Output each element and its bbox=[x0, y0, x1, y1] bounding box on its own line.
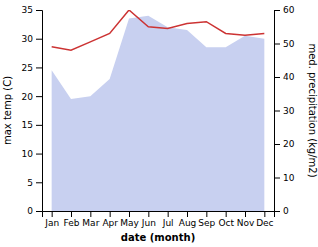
tick-mark bbox=[274, 211, 280, 212]
tick: Oct bbox=[218, 211, 234, 228]
tick-label: Dec bbox=[256, 218, 273, 228]
tick: Mar bbox=[82, 211, 99, 228]
tick-mark bbox=[36, 96, 42, 97]
axis-line bbox=[36, 11, 43, 212]
tick-label: 20 bbox=[22, 92, 34, 102]
tick-mark bbox=[274, 77, 280, 78]
tick: 30 bbox=[274, 106, 295, 116]
tick-mark bbox=[36, 125, 42, 126]
tick-mark bbox=[274, 44, 280, 45]
axis-line bbox=[275, 11, 281, 212]
tick: Jun bbox=[141, 211, 156, 228]
tick: 5 bbox=[27, 178, 42, 188]
tick-label: 10 bbox=[22, 149, 34, 159]
tick: 35 bbox=[22, 5, 42, 15]
plot-area: Jan FebMarAprMayJun Jul AugSepOctNovDec 0 5 10… bbox=[22, 5, 295, 228]
tick-label: Aug bbox=[179, 218, 197, 228]
y-axis: 0 5 10 15 20 25 30 35 bbox=[22, 5, 43, 216]
y2-axis-title: med. precipitation (kg/m2) bbox=[307, 43, 318, 177]
y-axis-title: max temp (C) bbox=[2, 76, 13, 145]
tick-label: 30 bbox=[22, 34, 34, 44]
tick-mark bbox=[52, 211, 53, 217]
tick-mark bbox=[36, 154, 42, 155]
tick-mark bbox=[148, 211, 149, 217]
tick: Feb bbox=[64, 211, 80, 228]
tick-mark bbox=[264, 211, 265, 217]
tick-mark bbox=[274, 111, 280, 112]
tick-label: 30 bbox=[283, 106, 295, 116]
x-axis-title: date (month) bbox=[121, 232, 195, 243]
x-axis: Jan FebMarAprMayJun Jul AugSepOctNovDec bbox=[43, 211, 275, 228]
tick: Dec bbox=[256, 211, 273, 228]
tick-mark bbox=[274, 10, 280, 11]
tick-mark bbox=[274, 144, 280, 145]
tick-label: 50 bbox=[283, 39, 295, 49]
tick: May bbox=[120, 211, 139, 228]
tick-label: Nov bbox=[237, 218, 255, 228]
tick-label: 40 bbox=[283, 72, 295, 82]
tick: 60 bbox=[274, 5, 295, 15]
tick-mark bbox=[168, 211, 169, 217]
tick: 20 bbox=[22, 92, 42, 102]
tick-label: Oct bbox=[218, 218, 234, 228]
tick-label: 0 bbox=[283, 206, 289, 216]
tick-label: Jan bbox=[44, 218, 59, 228]
tick: Jul bbox=[162, 211, 174, 228]
tick-label: Jun bbox=[141, 218, 156, 228]
tick: 20 bbox=[274, 139, 295, 149]
tick: Apr bbox=[102, 211, 118, 228]
tick-mark bbox=[36, 10, 42, 11]
tick-mark bbox=[71, 211, 72, 217]
tick: 25 bbox=[22, 63, 42, 73]
tick: 50 bbox=[274, 39, 295, 49]
tick-label: Apr bbox=[102, 218, 118, 228]
tick-mark bbox=[90, 211, 91, 217]
tick-label: 15 bbox=[22, 120, 33, 130]
tick-label: 25 bbox=[22, 63, 33, 73]
tick: Aug bbox=[179, 211, 197, 228]
tick-mark bbox=[110, 211, 111, 217]
chart: Jan FebMarAprMayJun Jul AugSepOctNovDec 0 5 10… bbox=[0, 0, 318, 247]
tick-label: Jul bbox=[162, 218, 174, 228]
tick-mark bbox=[274, 178, 280, 179]
tick-label: Feb bbox=[64, 218, 80, 228]
y2-axis: 0 10 20 30 40 50 60 bbox=[274, 5, 295, 216]
tick: 0 bbox=[27, 206, 42, 216]
tick: 10 bbox=[274, 173, 295, 183]
tick: Jan bbox=[44, 211, 59, 228]
tick: 30 bbox=[22, 34, 42, 44]
tick-label: May bbox=[120, 218, 139, 228]
precipitation-line bbox=[52, 10, 265, 50]
tick-mark bbox=[129, 211, 130, 217]
tick-label: 0 bbox=[27, 206, 33, 216]
tick-label: 5 bbox=[27, 178, 33, 188]
tick-label: 10 bbox=[283, 173, 295, 183]
tick-mark bbox=[36, 211, 42, 212]
axis-line bbox=[43, 212, 275, 218]
tick: 10 bbox=[22, 149, 42, 159]
marks bbox=[52, 10, 265, 211]
tick: Sep bbox=[198, 211, 215, 228]
tick-mark bbox=[36, 67, 42, 68]
tick: 40 bbox=[274, 72, 295, 82]
tick-label: 35 bbox=[22, 5, 33, 15]
tick-mark bbox=[187, 211, 188, 217]
tick-mark bbox=[36, 39, 42, 40]
tick: Nov bbox=[237, 211, 255, 228]
tick-mark bbox=[245, 211, 246, 217]
tick-label: 60 bbox=[283, 5, 295, 15]
tick-mark bbox=[36, 182, 42, 183]
tick: 15 bbox=[22, 120, 42, 130]
tick-label: 20 bbox=[283, 139, 295, 149]
tick: 0 bbox=[274, 206, 289, 216]
tick-mark bbox=[226, 211, 227, 217]
tick-label: Mar bbox=[82, 218, 99, 228]
tick-label: Sep bbox=[198, 218, 215, 228]
tick-mark bbox=[206, 211, 207, 217]
